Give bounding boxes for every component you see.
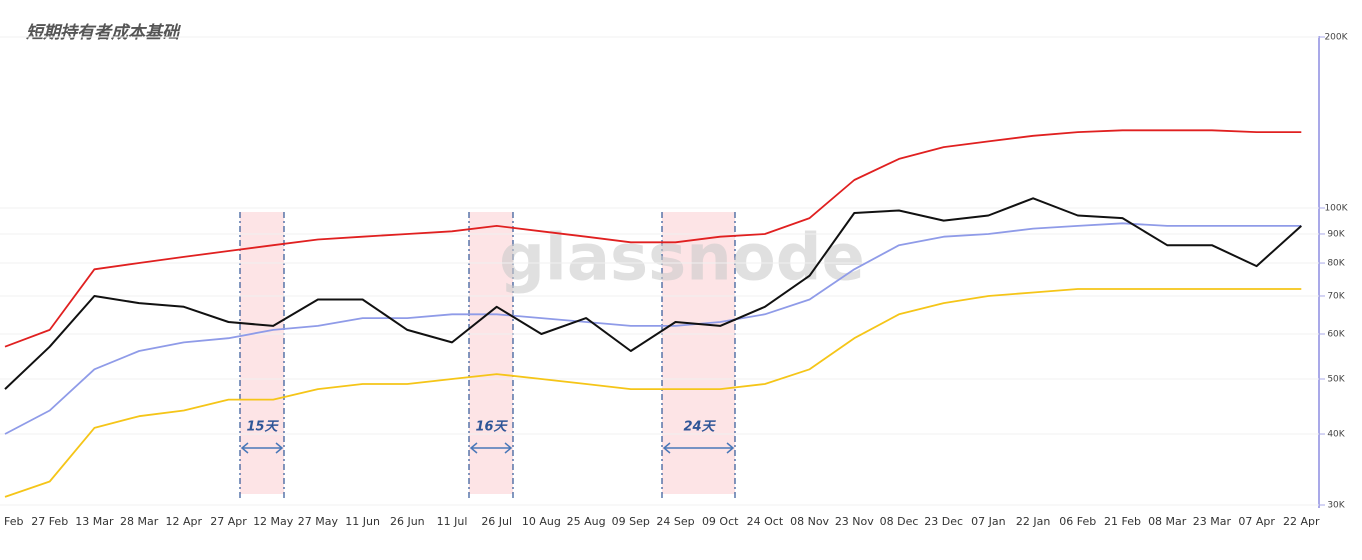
x-tick-label: 10 Aug — [522, 515, 561, 528]
x-tick-label: 27 Apr — [210, 515, 247, 528]
x-tick-label: 24 Sep — [656, 515, 694, 528]
x-tick-label: 12 May — [253, 515, 294, 528]
x-tick-label: 23 Nov — [835, 515, 874, 528]
x-tick-label: 26 Jun — [390, 515, 425, 528]
annotation: 15天 — [246, 420, 279, 435]
annotation: 24天 — [683, 420, 716, 435]
x-tick-label: 06 Feb — [1059, 515, 1096, 528]
series-line — [4, 197, 1302, 390]
highlight-region — [469, 212, 513, 494]
y-tick-label: 70K — [1327, 291, 1345, 301]
y-tick-label: 80K — [1327, 259, 1345, 269]
series-line — [4, 288, 1302, 498]
x-tick-label: 07 Apr — [1238, 515, 1275, 528]
y-tick-label: 30K — [1327, 501, 1345, 511]
x-tick-label: 22 Jan — [1016, 515, 1050, 528]
y-tick-label: 40K — [1327, 430, 1345, 440]
x-tick-label: 22 Apr — [1283, 515, 1320, 528]
x-tick-label: 09 Oct — [702, 515, 739, 528]
x-tick-label: 23 Dec — [924, 515, 963, 528]
x-tick-label: 23 Mar — [1193, 515, 1232, 528]
y-tick-label: 60K — [1327, 330, 1345, 340]
highlight-region — [240, 212, 284, 494]
x-tick-label: 08 Nov — [790, 515, 829, 528]
x-tick-label: 13 Mar — [75, 515, 114, 528]
highlight-regions: 15天 16天 24天 — [239, 212, 736, 498]
x-tick-label: 07 Jan — [971, 515, 1005, 528]
x-tick-label: 08 Mar — [1148, 515, 1187, 528]
y-tick-label: 200K — [1324, 33, 1348, 43]
y-tick-label: 90K — [1327, 229, 1345, 239]
x-tick-label: 12 Apr — [166, 515, 203, 528]
x-tick-label: 28 Mar — [120, 515, 159, 528]
y-tick-label: 100K — [1324, 203, 1348, 213]
duration-arrow — [662, 442, 735, 454]
x-tick-label: 24 Oct — [747, 515, 784, 528]
x-tick-label: 09 Sep — [612, 515, 650, 528]
x-tick-label: 11 Jun — [345, 515, 380, 528]
series-line — [4, 222, 1302, 435]
x-tick-label: 11 Jul — [437, 515, 468, 528]
x-tick-label: 27 May — [298, 515, 339, 528]
x-tick-label: 21 Feb — [1104, 515, 1141, 528]
annotation: 16天 — [475, 420, 508, 435]
x-tick-label: 25 Aug — [567, 515, 606, 528]
x-tick-label: 26 Jul — [481, 515, 512, 528]
x-tick-label: 08 Dec — [880, 515, 919, 528]
duration-arrow — [469, 442, 513, 454]
x-tick-label: 27 Feb — [31, 515, 68, 528]
chart-title: 短期持有者成本基础 — [26, 23, 181, 43]
y-tick-label: 50K — [1327, 374, 1345, 384]
series-line — [4, 129, 1302, 348]
duration-arrow — [240, 442, 284, 454]
highlight-region — [662, 212, 735, 494]
x-tick-label: 12 Feb — [0, 515, 23, 528]
